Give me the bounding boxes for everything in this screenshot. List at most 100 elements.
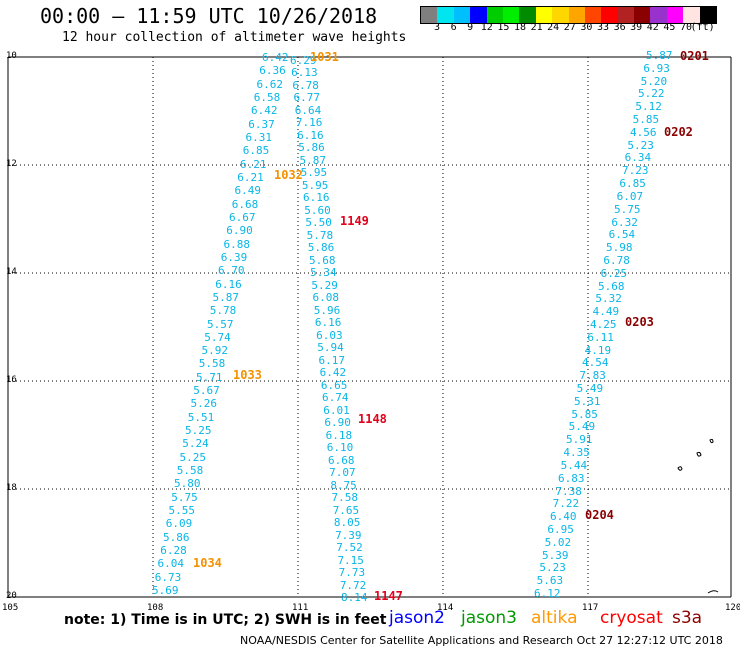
- wave-height-value: 6.17: [318, 353, 345, 367]
- wave-height-value: 6.88: [223, 237, 251, 251]
- wave-height-value: 6.54: [608, 228, 636, 242]
- wave-height-value: 5.71: [196, 370, 223, 384]
- wave-height-value: 6.04: [157, 557, 185, 571]
- lat-label: 20: [6, 591, 17, 601]
- wave-height-value: 5.78: [306, 228, 334, 242]
- colorbar: [420, 6, 718, 24]
- wave-height-value: 6.83: [558, 471, 585, 485]
- colorbar-swatch: [552, 7, 569, 23]
- colorbar-swatch: [519, 7, 536, 23]
- wave-height-value: 7.22: [552, 497, 580, 511]
- wave-height-value: 6.70: [218, 264, 245, 278]
- wave-height-value: 7.15: [337, 553, 364, 567]
- colorbar-swatch: [650, 7, 667, 23]
- pass-time-label: 1031: [310, 50, 339, 64]
- colorbar-swatch: [683, 7, 700, 23]
- wave-height-value: 7.52: [336, 541, 363, 555]
- wave-height-value: 6.12: [534, 587, 561, 600]
- lat-label: 14: [6, 267, 17, 277]
- wave-height-value: 5.96: [313, 303, 341, 317]
- colorbar-swatch: [666, 7, 684, 23]
- wave-height-value: 6.67: [229, 210, 256, 224]
- colorbar-swatch: [502, 7, 520, 23]
- colorbar-swatch: [437, 7, 454, 23]
- wave-height-value: 5.75: [614, 202, 641, 216]
- wave-height-value: 5.32: [595, 292, 622, 306]
- colorbar-swatch: [453, 7, 471, 23]
- wave-height-value: 5.95: [301, 178, 329, 192]
- lon-label: 120: [725, 603, 740, 613]
- lat-label: 12: [6, 159, 17, 169]
- wave-height-value: 5.55: [168, 504, 196, 518]
- island-1: [677, 466, 683, 471]
- colorbar-label: 15: [497, 22, 510, 33]
- wave-height-value: 5.86: [307, 241, 335, 255]
- wave-height-value: 8.75: [330, 478, 357, 492]
- island-3: [709, 438, 714, 444]
- map-subtitle: 12 hour collection of altimeter wave hei…: [62, 30, 407, 45]
- colorbar-swatch: [584, 7, 602, 23]
- wave-height-value: 5.25: [179, 450, 207, 464]
- wave-height-value: 6.21: [237, 170, 264, 184]
- satellite-legend-s3a: s3a: [672, 608, 703, 628]
- wave-height-value: 5.50: [305, 216, 332, 230]
- wave-height-value: 5.67: [193, 384, 220, 398]
- wave-height-value: 6.85: [242, 144, 270, 158]
- wave-height-value: 6.73: [154, 570, 182, 584]
- wave-height-value: 5.12: [635, 100, 662, 114]
- wave-height-value: 4.25: [590, 318, 617, 331]
- colorbar-swatch: [486, 7, 503, 23]
- wave-height-value: 6.29: [290, 54, 317, 67]
- wave-height-value: 5.75: [171, 490, 198, 504]
- wave-height-value: 8.14: [341, 591, 368, 604]
- colorbar-label: 36: [613, 22, 626, 33]
- wave-height-value: 6.65: [320, 378, 348, 392]
- wave-height-value: 5.68: [598, 279, 625, 293]
- lat-label: 18: [6, 483, 17, 493]
- wave-height-value: 7.23: [622, 164, 649, 178]
- wave-height-value: 6.90: [226, 224, 253, 238]
- wave-height-value: 6.16: [297, 128, 324, 142]
- wave-height-value: 5.87: [299, 153, 326, 167]
- wave-height-value: 5.58: [198, 357, 226, 371]
- wave-height-value: 4.54: [582, 356, 609, 370]
- colorbar-label: 21: [530, 22, 543, 33]
- colorbar-label: 3: [433, 22, 441, 33]
- island-outlines: [677, 438, 719, 594]
- wave-height-value: 7.07: [329, 466, 356, 480]
- wave-height-value: 4.35: [563, 446, 590, 460]
- wave-height-value: 7.65: [332, 503, 360, 517]
- wave-height-value: 5.92: [201, 344, 229, 358]
- colorbar-label: 24: [547, 22, 560, 33]
- wave-height-value: 5.20: [640, 74, 668, 88]
- lon-label: 105: [2, 603, 19, 613]
- colorbar-label: 39: [630, 22, 643, 33]
- wave-height-value: 7.16: [295, 116, 323, 130]
- wave-height-value: 7.39: [335, 528, 362, 542]
- wave-height-value: 6.21: [240, 157, 267, 171]
- colorbar-label: 30: [580, 22, 593, 33]
- wave-height-value: 6.74: [322, 391, 349, 405]
- wave-height-value: 6.28: [160, 544, 187, 558]
- wave-height-value: 5.98: [606, 241, 633, 255]
- wave-height-value: 5.86: [163, 530, 190, 544]
- wave-height-value: 6.90: [324, 416, 351, 430]
- pass-time-label: 1034: [193, 556, 222, 570]
- wave-height-value: 6.10: [326, 441, 354, 455]
- wave-height-value: 5.26: [190, 397, 218, 411]
- satellite-legend-cryosat: cryosat: [600, 608, 663, 628]
- wave-height-value: 6.62: [256, 77, 284, 91]
- wave-height-value: 6.08: [312, 291, 340, 305]
- satellite-legend-altika: altika: [531, 608, 578, 628]
- wave-height-value: 6.49: [234, 184, 262, 198]
- wave-height-value: 7.83: [579, 369, 606, 383]
- wave-height-value: 6.16: [314, 316, 342, 330]
- wave-height-value: 6.16: [215, 277, 242, 291]
- lat-label: 10: [6, 51, 17, 61]
- footnote: note: 1) Time is in UTC; 2) SWH is in fe…: [64, 612, 387, 628]
- colorbar-swatch: [421, 7, 438, 23]
- pass-time-label: 0203: [625, 315, 654, 329]
- wave-height-value: 6.39: [220, 250, 248, 264]
- wave-height-value: 4.49: [592, 305, 620, 319]
